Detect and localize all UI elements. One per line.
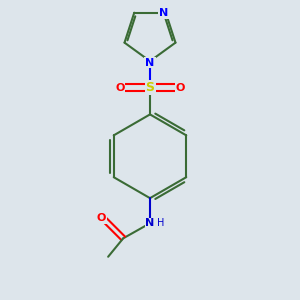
Text: O: O <box>176 82 185 93</box>
Text: O: O <box>115 82 124 93</box>
Text: N: N <box>146 218 154 228</box>
Text: H: H <box>157 218 165 228</box>
Text: N: N <box>159 8 168 18</box>
Text: S: S <box>146 81 154 94</box>
Text: O: O <box>97 213 106 223</box>
Text: N: N <box>146 58 154 68</box>
